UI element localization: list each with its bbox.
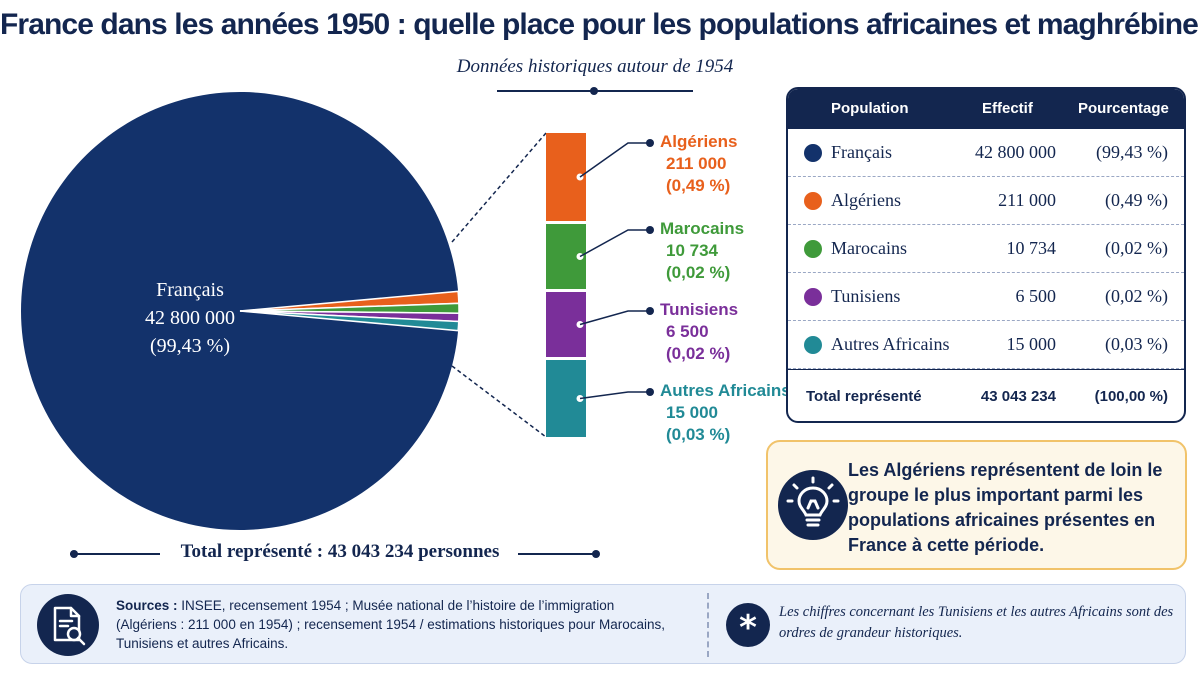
callout-pct: (0,02 %) bbox=[666, 344, 730, 363]
chart-total-label: Total représenté : 43 043 234 personnes bbox=[180, 541, 500, 562]
breakout-connector-bottom bbox=[451, 365, 547, 438]
callout-dot bbox=[646, 388, 654, 396]
pie-label-pct: (99,43 %) bbox=[150, 335, 230, 357]
table-row: Autres Africains 15 000 (0,03 %) bbox=[788, 321, 1184, 369]
page-title: France dans les années 1950 : quelle pla… bbox=[0, 8, 1199, 41]
total-dot-left bbox=[70, 550, 78, 558]
callout-leader-line bbox=[579, 310, 648, 326]
total-pct: (100,00 %) bbox=[1094, 388, 1168, 405]
pie-label-value: 42 800 000 bbox=[145, 307, 235, 329]
data-table: Population Effectif Pourcentage Français… bbox=[786, 87, 1186, 423]
callout-dot bbox=[646, 139, 654, 147]
lightbulb-icon bbox=[778, 470, 848, 540]
callout-value: 15 000 bbox=[666, 403, 718, 422]
sources-body: INSEE, recensement 1954 ; Musée national… bbox=[116, 598, 666, 651]
callout-pct: (0,02 %) bbox=[666, 263, 730, 282]
total-rule-right bbox=[518, 553, 596, 555]
sources-label: Sources : bbox=[116, 598, 178, 613]
row-effectif: 10 734 bbox=[1006, 238, 1057, 258]
callout-leader-line bbox=[579, 391, 648, 400]
row-pct: (99,43 %) bbox=[1096, 142, 1168, 162]
insight-text: Les Algériens représentent de loin le gr… bbox=[848, 460, 1163, 555]
row-effectif: 15 000 bbox=[1006, 334, 1057, 354]
row-effectif: 211 000 bbox=[998, 190, 1056, 210]
row-name: Marocains bbox=[831, 238, 907, 258]
row-pct: (0,03 %) bbox=[1105, 334, 1168, 354]
pie-slice-francais bbox=[21, 91, 459, 531]
page-subtitle: Données historiques autour de 1954 bbox=[456, 56, 734, 77]
row-pct: (0,02 %) bbox=[1105, 238, 1168, 258]
callout-name: Algériens bbox=[660, 132, 737, 151]
table-total-row: Total représenté 43 043 234 (100,00 %) bbox=[788, 369, 1184, 421]
row-pct: (0,49 %) bbox=[1105, 190, 1168, 210]
header-effectif: Effectif bbox=[982, 100, 1033, 117]
total-name: Total représenté bbox=[806, 388, 922, 405]
table-row: Français 42 800 000 (99,43 %) bbox=[788, 129, 1184, 177]
header-pourcentage: Pourcentage bbox=[1078, 100, 1169, 117]
total-dot-right bbox=[592, 550, 600, 558]
callout-name: Tunisiens bbox=[660, 300, 738, 319]
sources-divider bbox=[707, 593, 709, 657]
legend-bullet bbox=[804, 288, 822, 306]
chart-total: Total représenté : 43 043 234 personnes bbox=[70, 541, 600, 567]
sources-panel: Sources : INSEE, recensement 1954 ; Musé… bbox=[20, 584, 1186, 664]
table-row: Marocains 10 734 (0,02 %) bbox=[788, 225, 1184, 273]
total-effectif: 43 043 234 bbox=[980, 388, 1056, 405]
table-header: Population Effectif Pourcentage bbox=[788, 89, 1184, 129]
callout-name: Autres Africains bbox=[660, 381, 791, 400]
legend-bullet bbox=[804, 240, 822, 258]
row-name: Autres Africains bbox=[831, 334, 950, 354]
row-pct: (0,02 %) bbox=[1105, 286, 1168, 306]
table-row: Algériens 211 000 (0,49 %) bbox=[788, 177, 1184, 225]
sources-note: Les chiffres concernant les Tunisiens et… bbox=[779, 604, 1174, 641]
row-effectif: 6 500 bbox=[1015, 286, 1057, 306]
pie-slice-autres-africains bbox=[239, 310, 460, 332]
asterisk-icon: * bbox=[726, 603, 770, 648]
legend-bullet bbox=[804, 336, 822, 354]
sources-text: Sources : INSEE, recensement 1954 ; Musé… bbox=[116, 596, 676, 653]
callout-pct: (0,03 %) bbox=[666, 425, 730, 444]
row-name: Français bbox=[831, 142, 892, 162]
row-name: Tunisiens bbox=[831, 286, 901, 306]
callout-value: 10 734 bbox=[666, 241, 719, 260]
insight-callout: Les Algériens représentent de loin le gr… bbox=[766, 440, 1187, 570]
callout-leader-line bbox=[579, 229, 648, 258]
pie-label-name: Français bbox=[156, 279, 224, 301]
callout-leader-line bbox=[579, 142, 648, 178]
subtitle-divider bbox=[497, 87, 693, 95]
total-rule-left bbox=[70, 553, 160, 555]
legend-bullet bbox=[804, 144, 822, 162]
callout-value: 6 500 bbox=[666, 322, 709, 341]
document-search-icon bbox=[37, 594, 99, 656]
header-population: Population bbox=[831, 100, 909, 117]
callout-dot bbox=[646, 307, 654, 315]
legend-bullet bbox=[804, 192, 822, 210]
callout-name: Marocains bbox=[660, 219, 744, 238]
breakout-connector-top bbox=[451, 132, 547, 243]
row-name: Algériens bbox=[831, 190, 901, 210]
callout-dot bbox=[646, 226, 654, 234]
table-row: Tunisiens 6 500 (0,02 %) bbox=[788, 273, 1184, 321]
callout-value: 211 000 bbox=[666, 154, 727, 173]
row-effectif: 42 800 000 bbox=[975, 142, 1056, 162]
callout-pct: (0,49 %) bbox=[666, 176, 730, 195]
